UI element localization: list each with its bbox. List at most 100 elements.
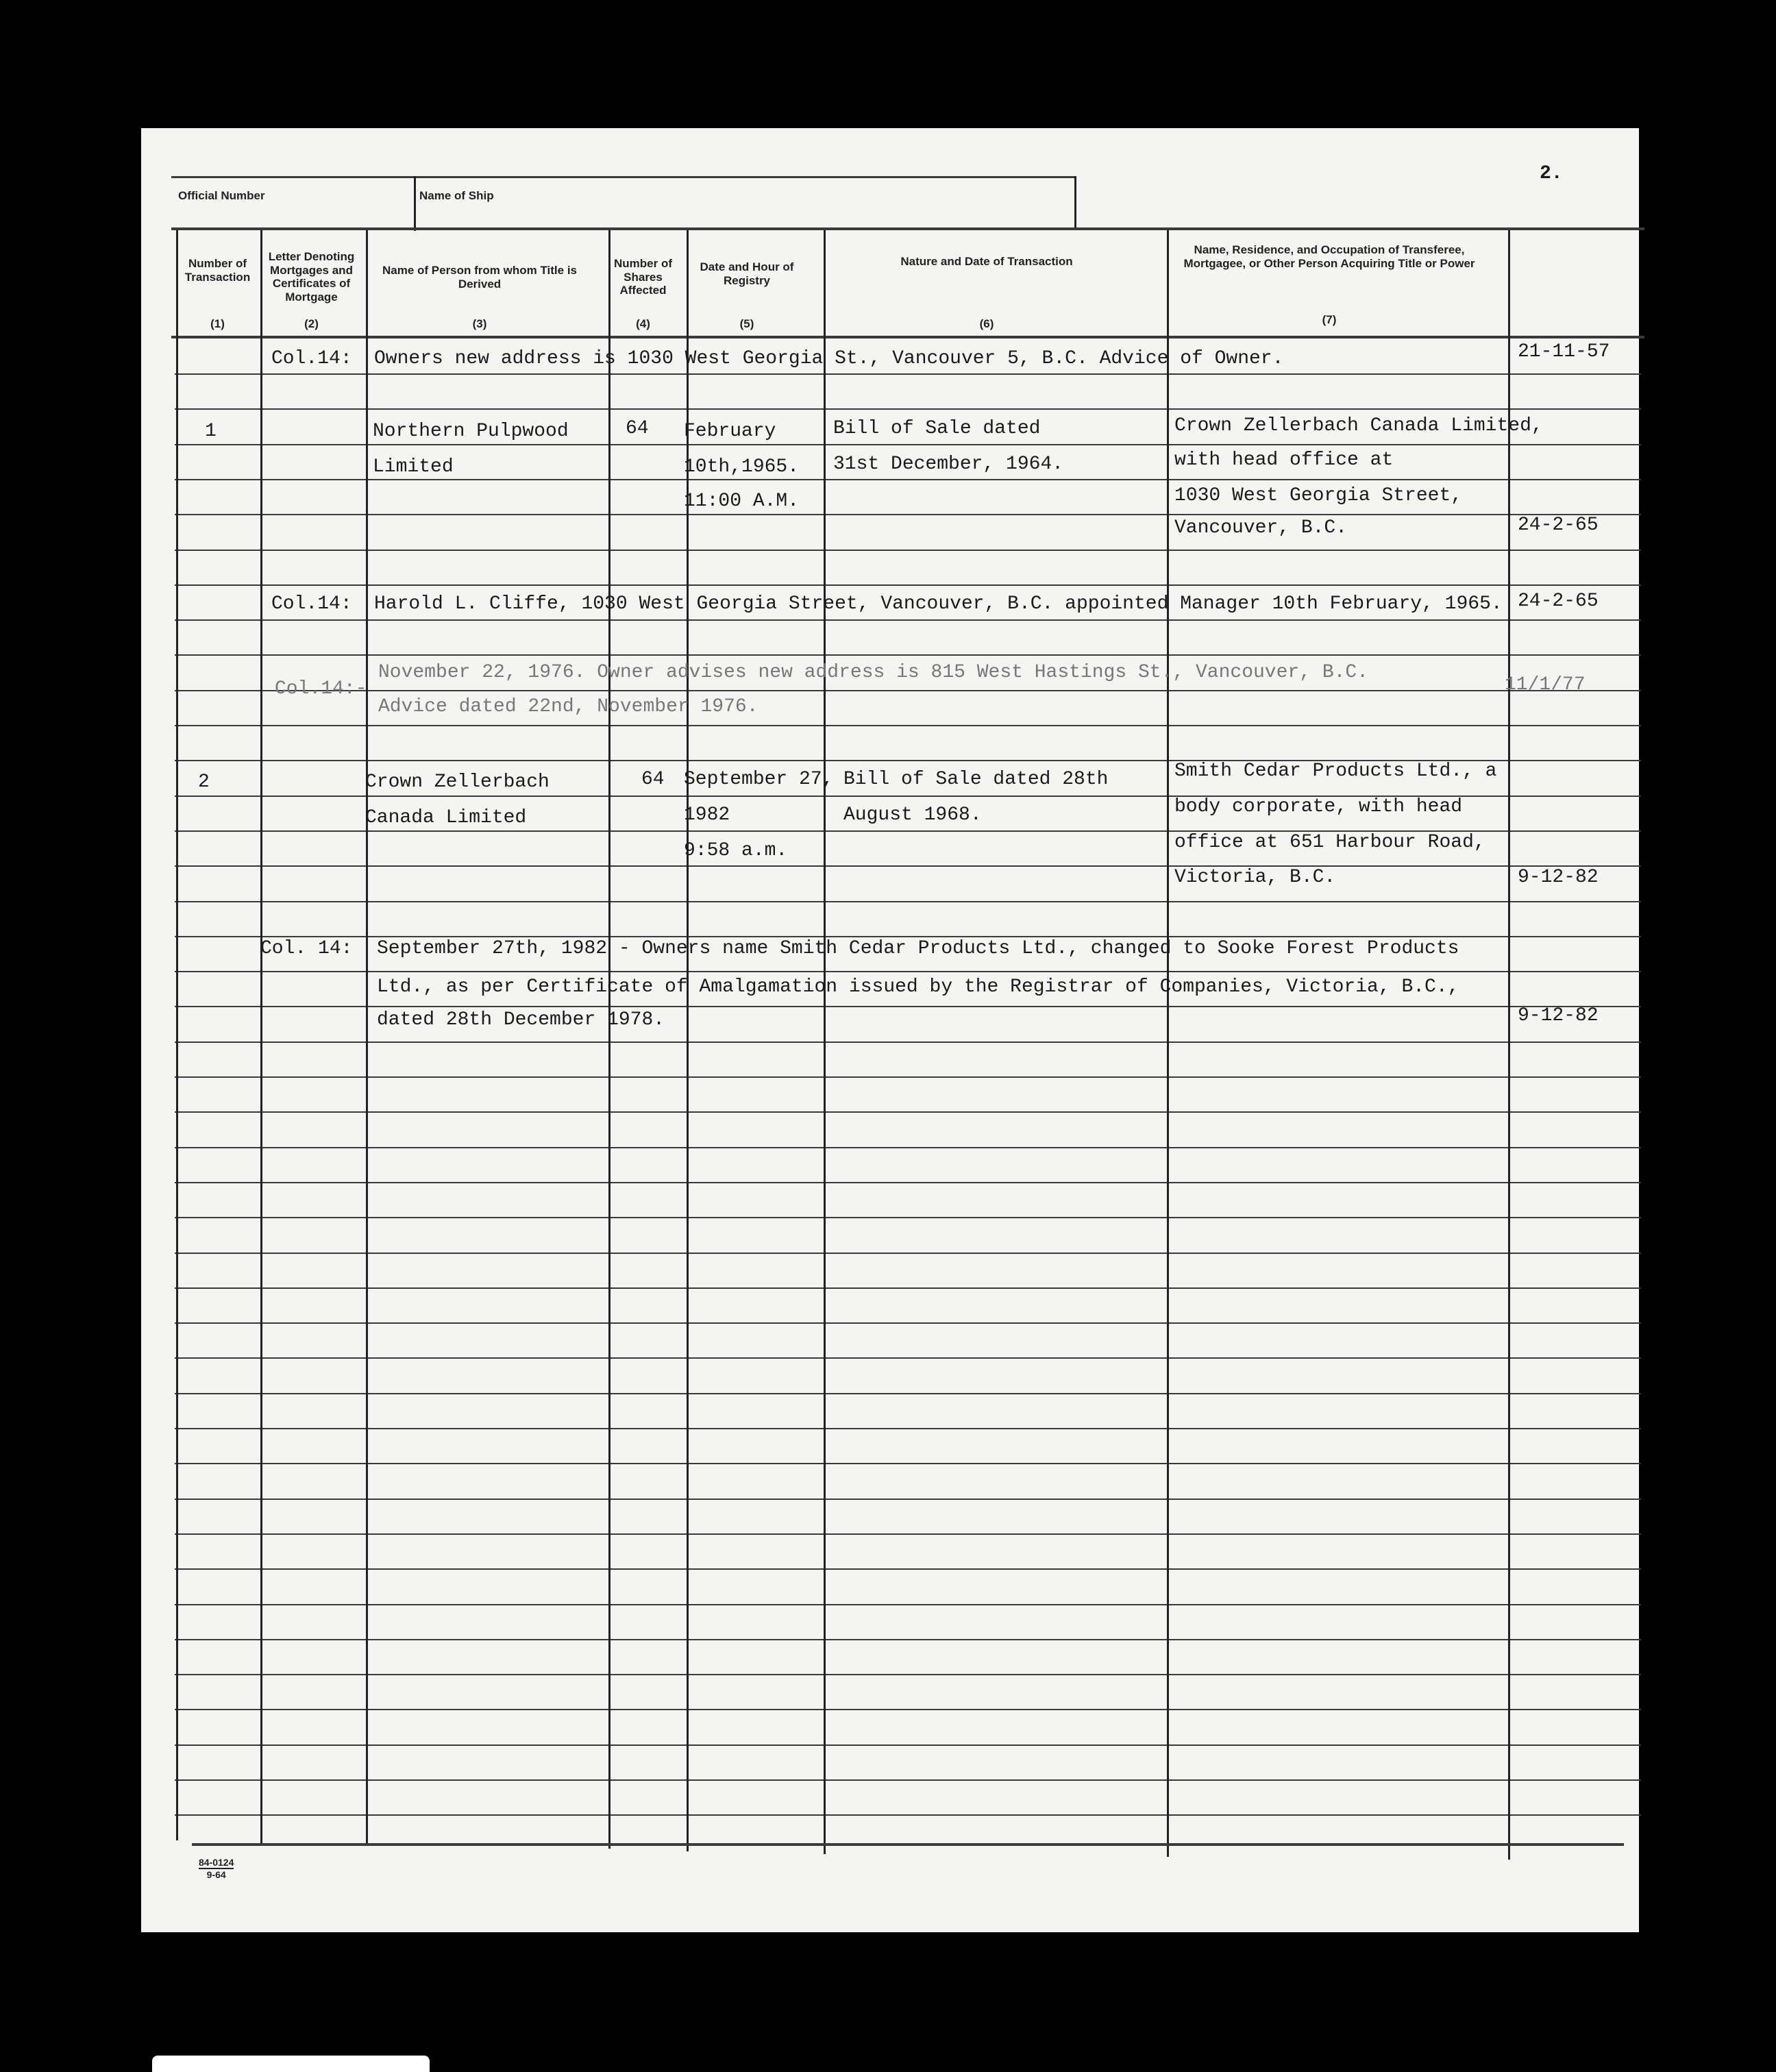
ruled-line: [175, 900, 1641, 902]
entry-date: 9-12-82: [1518, 867, 1599, 888]
ruled-line: [175, 1603, 1641, 1605]
registry-line: 1982: [684, 804, 730, 826]
nature-line: 31st December, 1964.: [833, 454, 1064, 475]
entry-text: Ltd., as per Certificate of Amalgamation…: [377, 976, 1459, 998]
ruled-line: [175, 1814, 1641, 1816]
entry-text: Harold L. Cliffe, 1030 West Georgia Stre…: [374, 593, 1503, 615]
transferee-line: body corporate, with head: [1174, 796, 1463, 817]
ruled-line: [175, 549, 1641, 551]
ruled-line: [175, 1006, 1641, 1008]
column-header-5: Date and Hour of Registry: [700, 260, 794, 287]
from-line: Limited: [373, 456, 454, 478]
form-number-bottom: 9-64: [206, 1869, 226, 1880]
nature-line: Bill of Sale dated: [833, 418, 1041, 439]
column-number-5: (5): [739, 317, 754, 330]
ruled-line: [175, 935, 1641, 937]
ruled-line: [175, 971, 1641, 973]
bottom-line: [192, 1843, 1624, 1846]
ruled-line: [175, 1217, 1641, 1219]
ruled-line: [175, 1252, 1641, 1254]
ruled-line: [175, 865, 1641, 867]
column-divider: [176, 230, 178, 1840]
ruled-line: [175, 654, 1641, 656]
column-divider: [1508, 230, 1510, 1860]
header-bottom-line: [171, 336, 1644, 338]
column-number-7: (7): [1322, 313, 1337, 326]
transaction-number: 1: [205, 421, 217, 442]
entry-date: 9-12-82: [1518, 1005, 1599, 1026]
ruled-line: [175, 1533, 1641, 1535]
col2-note: Col.14:: [271, 593, 352, 615]
ruled-line: [175, 1498, 1641, 1500]
ruled-line: [175, 1041, 1641, 1043]
header-top-line: [171, 227, 1644, 230]
column-number-2: (2): [304, 317, 319, 330]
column-number-1: (1): [210, 317, 225, 330]
transferee-line: office at 651 Harbour Road,: [1174, 832, 1485, 853]
top-box-divider: [1074, 176, 1076, 227]
nature-line: Bill of Sale dated 28th: [843, 769, 1109, 790]
column-number-3: (3): [472, 317, 487, 330]
ruled-line: [175, 1779, 1641, 1781]
column-divider: [687, 230, 689, 1851]
registry-line: September 27,: [684, 769, 834, 790]
entry-text: dated 28th December 1978.: [377, 1009, 665, 1031]
ruled-line: [175, 1287, 1641, 1289]
registry-line: 9:58 a.m.: [684, 840, 788, 861]
ruled-line: [175, 1638, 1641, 1640]
ruled-line: [175, 408, 1641, 410]
column-divider: [824, 230, 826, 1854]
transferee-line: Crown Zellerbach Canada Limited,: [1174, 415, 1543, 436]
transferee-line: Smith Cedar Products Ltd., a: [1174, 761, 1497, 782]
column-header-4: Number of Shares Affected: [614, 257, 672, 297]
scan-edge: [152, 2056, 430, 2072]
column-number-6: (6): [979, 317, 994, 330]
ruled-line: [175, 1428, 1641, 1429]
column-divider: [1167, 230, 1169, 1857]
ruled-line: [175, 689, 1641, 691]
ruled-line: [175, 1111, 1641, 1113]
from-line: Canada Limited: [365, 807, 527, 828]
column-divider: [260, 230, 262, 1843]
entry-date: 24-2-65: [1518, 515, 1599, 536]
registry-line: 11:00 A.M.: [684, 491, 800, 512]
register-page: [141, 128, 1639, 1932]
ruled-line: [175, 795, 1641, 797]
ruled-line: [175, 1744, 1641, 1746]
transferee-line: with head office at: [1174, 449, 1394, 471]
entry-text: November 22, 1976. Owner advises new add…: [378, 662, 1369, 683]
entry-text: September 27th, 1982 - Owners name Smith…: [377, 938, 1459, 959]
shares: 64: [641, 769, 665, 790]
ruled-line: [175, 514, 1641, 516]
ruled-line: [175, 373, 1641, 375]
registry-line: 10th,1965.: [684, 456, 800, 478]
ruled-line: [175, 1146, 1641, 1148]
col2-note: Col. 14:: [260, 938, 353, 959]
ruled-line: [175, 830, 1641, 832]
ruled-line: [175, 1181, 1641, 1183]
ruled-line: [175, 619, 1641, 621]
official-number-label: Official Number: [178, 189, 265, 202]
ruled-line: [175, 1709, 1641, 1711]
top-box-divider: [414, 176, 416, 231]
transferee-line: Vancouver, B.C.: [1174, 517, 1348, 539]
transaction-number: 2: [198, 772, 210, 793]
ruled-line: [175, 760, 1641, 762]
entry-date: 11/1/77: [1505, 674, 1586, 695]
column-number-4: (4): [636, 317, 650, 330]
form-number-top: 84-0124: [199, 1857, 234, 1869]
col2-note: Col.14:-: [275, 678, 367, 700]
col2-note: Col.14:: [271, 348, 352, 369]
ruled-line: [175, 1322, 1641, 1324]
ruled-line: [175, 1357, 1641, 1359]
nature-line: August 1968.: [843, 804, 982, 826]
ruled-line: [175, 584, 1641, 586]
ruled-line: [175, 1568, 1641, 1570]
ruled-line: [175, 478, 1641, 480]
ship-name-label: Name of Ship: [419, 189, 494, 202]
transferee-line: Victoria, B.C.: [1174, 867, 1336, 888]
entry-text: Advice dated 22nd, November 1976.: [378, 696, 758, 717]
entry-date: 21-11-57: [1518, 341, 1610, 362]
column-header-7: Name, Residence, and Occupation of Trans…: [1183, 243, 1475, 270]
ruled-line: [175, 1392, 1641, 1394]
